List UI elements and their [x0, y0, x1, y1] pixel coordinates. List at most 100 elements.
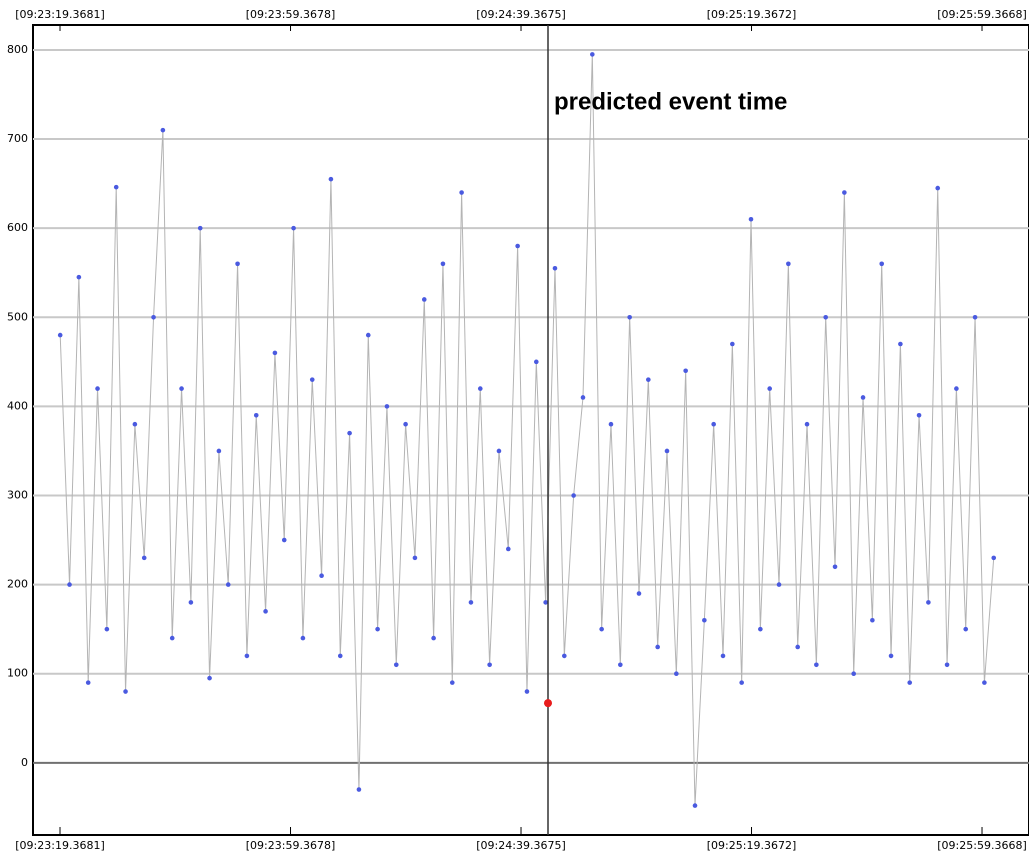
data-point — [870, 617, 875, 623]
data-point — [972, 314, 978, 320]
data-point — [562, 653, 567, 659]
data-point — [842, 190, 847, 195]
data-point — [468, 600, 474, 605]
data-point — [571, 493, 576, 498]
data-point — [692, 803, 698, 808]
data-point — [786, 261, 791, 267]
y-tick-label: 600 — [7, 221, 28, 234]
data-point — [132, 421, 138, 427]
data-point — [720, 653, 726, 659]
data-point — [543, 600, 548, 605]
data-point — [151, 314, 156, 320]
data-point — [534, 359, 539, 365]
data-point — [664, 448, 670, 454]
data-point — [552, 265, 558, 271]
x-tick-label-top: [09:23:59.3678] — [246, 8, 335, 21]
data-point — [197, 225, 203, 231]
y-tick-label: 100 — [7, 667, 28, 680]
x-tick-label-top: [09:25:19.3672] — [707, 8, 796, 21]
data-point — [888, 653, 894, 659]
event-point — [543, 699, 552, 708]
y-tick-label: 500 — [7, 310, 28, 323]
data-point — [916, 412, 922, 418]
data-point — [860, 395, 866, 400]
x-tick-label-top: [09:24:39.3675] — [476, 8, 565, 21]
data-point — [851, 671, 857, 677]
data-point — [384, 404, 390, 409]
data-point — [674, 671, 679, 677]
data-point — [758, 626, 763, 632]
data-point — [804, 421, 810, 427]
data-point — [683, 368, 688, 374]
data-point — [356, 787, 362, 792]
data-point — [627, 314, 632, 320]
data-point — [76, 274, 82, 280]
data-point — [347, 430, 352, 436]
data-point — [393, 662, 399, 668]
data-point — [253, 412, 259, 418]
x-tick-label-bottom: [09:24:39.3675] — [476, 839, 565, 852]
data-point — [832, 564, 838, 570]
data-point — [515, 243, 520, 249]
data-point — [935, 185, 941, 191]
data-point — [487, 662, 492, 668]
data-point — [123, 689, 128, 694]
annotation: predicted event time — [554, 88, 787, 115]
x-tick-label-top: [09:23:19.3681] — [15, 8, 104, 21]
plot-frame — [32, 24, 1029, 836]
data-point — [590, 52, 595, 57]
data-point — [67, 582, 72, 587]
data-point — [263, 609, 268, 614]
data-point — [618, 662, 623, 668]
x-tick-label-bottom: [09:23:59.3678] — [246, 839, 335, 852]
data-point — [169, 635, 175, 641]
data-point — [440, 261, 446, 267]
data-point — [795, 644, 800, 650]
data-point — [739, 680, 744, 685]
data-point — [449, 680, 455, 685]
data-point — [944, 662, 950, 668]
y-tick-label: 800 — [7, 43, 28, 56]
data-point — [421, 297, 427, 302]
data-point — [963, 626, 969, 632]
data-point — [207, 675, 212, 681]
data-point — [524, 689, 530, 694]
data-point — [767, 386, 772, 391]
x-tick-label-bottom: [09:25:59.3668] — [937, 839, 1026, 852]
data-point — [328, 176, 334, 182]
data-point — [272, 350, 278, 356]
data-point — [300, 635, 306, 641]
data-point — [879, 261, 885, 267]
data-point — [216, 448, 222, 454]
data-point — [235, 261, 240, 267]
data-point — [646, 377, 651, 382]
data-point — [776, 582, 782, 587]
data-point — [823, 314, 828, 320]
y-tick-label: 200 — [7, 578, 28, 591]
data-point — [991, 555, 997, 561]
data-point — [113, 184, 119, 190]
data-point — [375, 626, 380, 632]
data-point — [636, 591, 642, 596]
x-tick-label-bottom: [09:25:19.3672] — [707, 839, 796, 852]
data-point — [814, 662, 819, 668]
data-point — [365, 332, 371, 338]
y-tick-label: 700 — [7, 132, 28, 145]
data-point — [505, 546, 511, 552]
data-point — [179, 386, 184, 391]
data-point — [608, 421, 614, 427]
data-point — [244, 653, 250, 659]
data-point — [459, 190, 464, 195]
data-point — [599, 626, 604, 632]
data-point — [281, 537, 287, 543]
data-point — [291, 225, 296, 231]
data-point — [57, 332, 63, 338]
data-point — [711, 421, 716, 427]
data-point — [337, 653, 343, 659]
data-point — [412, 555, 418, 561]
data-point — [141, 555, 147, 561]
data-point — [85, 680, 91, 685]
data-point — [309, 377, 315, 382]
data-point — [496, 448, 502, 454]
